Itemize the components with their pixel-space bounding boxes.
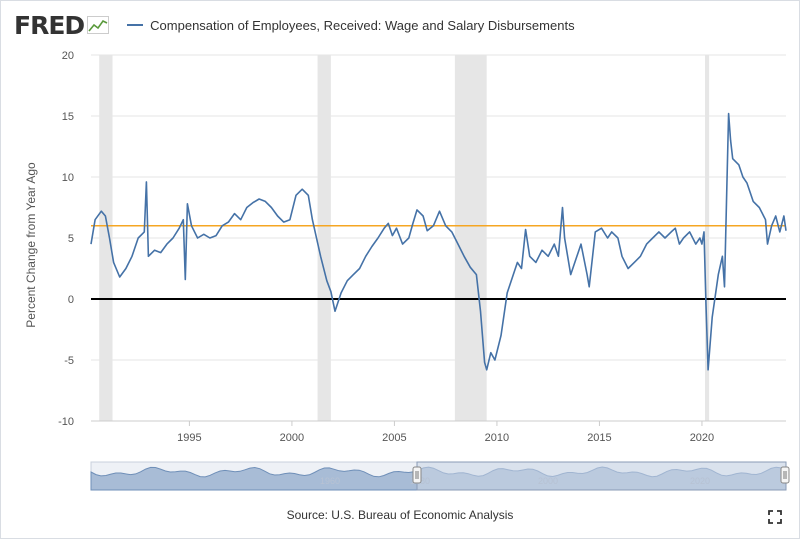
navigator-handle-grip[interactable]: [412, 466, 422, 484]
chart-header: FRED Compensation of Employees, Received…: [14, 8, 575, 42]
x-tick-label: 2000: [280, 432, 304, 444]
x-tick-label: 2020: [690, 432, 714, 444]
navigator-label: 2020: [690, 476, 710, 486]
source-note: Source: U.S. Bureau of Economic Analysis: [286, 508, 514, 522]
y-tick-label: 15: [62, 111, 74, 123]
navigator-handle[interactable]: [780, 466, 790, 484]
fred-logo[interactable]: FRED: [14, 10, 85, 40]
x-tick-label: 2015: [587, 432, 611, 444]
chart-legend[interactable]: Compensation of Employees, Received: Wag…: [127, 17, 575, 33]
y-tick-label: -5: [64, 355, 74, 367]
line-graph-icon: [87, 16, 110, 34]
y-tick-label: 5: [68, 233, 74, 245]
x-tick-label: 2005: [382, 432, 406, 444]
y-tick-label: 20: [62, 50, 74, 62]
y-tick-label: 10: [62, 172, 74, 184]
x-tick-label: 2010: [485, 432, 509, 444]
navigator-label: 1960: [320, 476, 340, 486]
y-tick-label: 0: [68, 294, 74, 306]
navigator-selection[interactable]: [416, 461, 787, 491]
legend-swatch: [127, 24, 144, 26]
navigator-handle-grip[interactable]: [780, 466, 790, 484]
fullscreen-icon[interactable]: [768, 510, 782, 524]
x-tick-label: 1995: [177, 432, 201, 444]
navigator-label: 2000: [538, 476, 558, 486]
navigator-handle[interactable]: [412, 466, 422, 484]
legend-label: Compensation of Employees, Received: Wag…: [150, 17, 575, 33]
y-tick-label: -10: [58, 416, 74, 428]
series-line[interactable]: [90, 112, 787, 371]
